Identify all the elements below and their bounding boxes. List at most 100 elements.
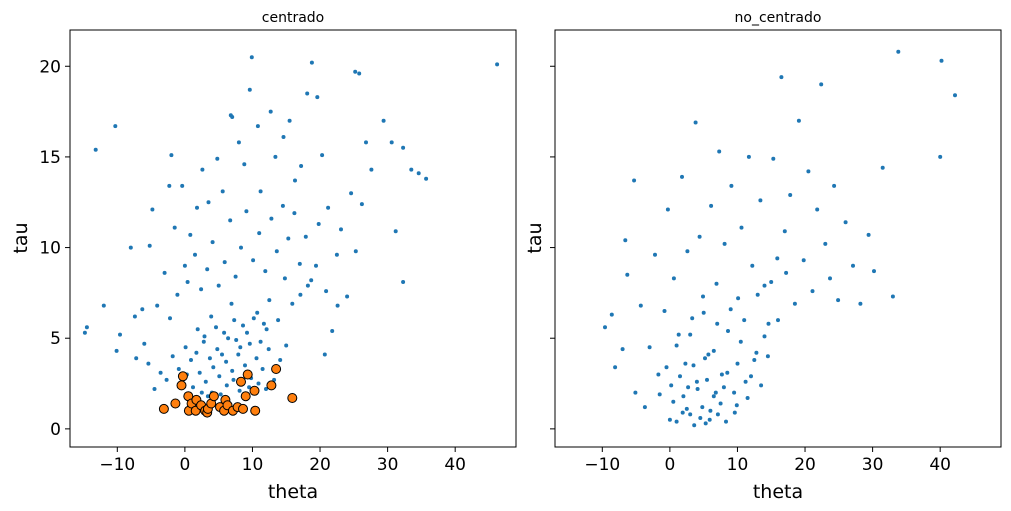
data-point (191, 385, 195, 390)
x-tick-label: 0 (179, 455, 190, 475)
data-point (293, 178, 297, 183)
data-point (700, 405, 705, 410)
highlight-point (266, 380, 277, 391)
data-point (169, 153, 174, 158)
data-point (345, 294, 350, 299)
data-point (309, 60, 314, 65)
data-point (142, 341, 147, 346)
data-point (669, 383, 674, 388)
highlight-point (242, 369, 253, 380)
data-point (613, 365, 618, 370)
data-point (662, 309, 667, 313)
data-point (255, 124, 260, 129)
data-point (416, 171, 421, 176)
data-point (771, 156, 776, 161)
data-point (769, 280, 774, 284)
x-axis-label: theta (268, 481, 318, 503)
data-point (828, 276, 832, 281)
data-point (247, 385, 252, 390)
data-point (858, 301, 863, 306)
data-point (722, 241, 727, 246)
data-point (230, 368, 235, 373)
data-point (671, 276, 676, 281)
data-point (381, 118, 386, 123)
data-point (653, 252, 657, 257)
data-point (749, 374, 753, 379)
x-tick-label: 20 (794, 455, 816, 475)
data-point (214, 325, 218, 330)
data-point (750, 263, 755, 268)
data-point (185, 280, 190, 284)
data-point (632, 178, 637, 183)
data-point (276, 318, 281, 323)
data-point (656, 372, 661, 377)
data-point (695, 387, 700, 391)
data-point (222, 330, 227, 335)
data-point (233, 274, 238, 279)
data-point (401, 280, 406, 284)
data-point (715, 321, 720, 326)
data-point (315, 95, 320, 100)
data-point (158, 370, 163, 375)
data-point (765, 354, 770, 359)
data-point (236, 140, 241, 145)
data-point (688, 412, 693, 417)
data-point (762, 334, 767, 339)
data-point (680, 174, 684, 179)
data-point (705, 377, 709, 382)
data-point (206, 200, 211, 205)
data-point (263, 269, 268, 274)
data-point (369, 167, 374, 172)
data-point (735, 361, 740, 366)
x-axis-label: theta (753, 481, 803, 503)
data-point (701, 310, 706, 315)
data-point (128, 245, 133, 250)
data-point (609, 312, 614, 317)
data-point (717, 149, 722, 154)
axis-ticks: −10 0 10 20 30 40 0 5 10 15 20 (39, 57, 466, 475)
data-point (251, 316, 256, 321)
data-point (792, 301, 797, 306)
data-point (357, 71, 362, 76)
data-point (258, 339, 263, 344)
data-point (203, 379, 208, 384)
data-point (638, 303, 643, 308)
data-point (284, 343, 289, 348)
y-axis-label: tau (10, 222, 32, 253)
data-point (698, 416, 703, 420)
data-point (706, 352, 711, 357)
data-point (732, 390, 737, 395)
data-point (642, 405, 647, 410)
data-point (353, 249, 358, 254)
data-point (806, 169, 811, 174)
plot-area (82, 55, 500, 418)
data-point (199, 287, 204, 292)
data-point (703, 356, 707, 361)
data-point (752, 358, 757, 362)
data-point (242, 162, 247, 167)
data-point (247, 341, 252, 346)
highlight-point (249, 385, 260, 396)
data-point (287, 118, 292, 123)
data-point (229, 301, 234, 306)
data-point (692, 423, 697, 428)
data-point (215, 156, 220, 161)
data-point (691, 363, 696, 368)
data-point (309, 278, 314, 283)
data-point (736, 296, 741, 301)
data-point (823, 241, 828, 246)
data-point (176, 367, 181, 371)
highlight-point (177, 371, 188, 382)
data-point (890, 294, 895, 299)
data-point (688, 332, 693, 337)
data-point (244, 209, 249, 214)
data-point (349, 191, 354, 196)
data-point (409, 167, 414, 172)
data-point (147, 243, 152, 248)
data-point (224, 359, 229, 364)
data-point (303, 234, 308, 239)
data-point (230, 115, 235, 119)
data-point (708, 408, 713, 413)
y-tick-label: 10 (39, 239, 61, 259)
y-tick-label: 0 (50, 420, 61, 440)
